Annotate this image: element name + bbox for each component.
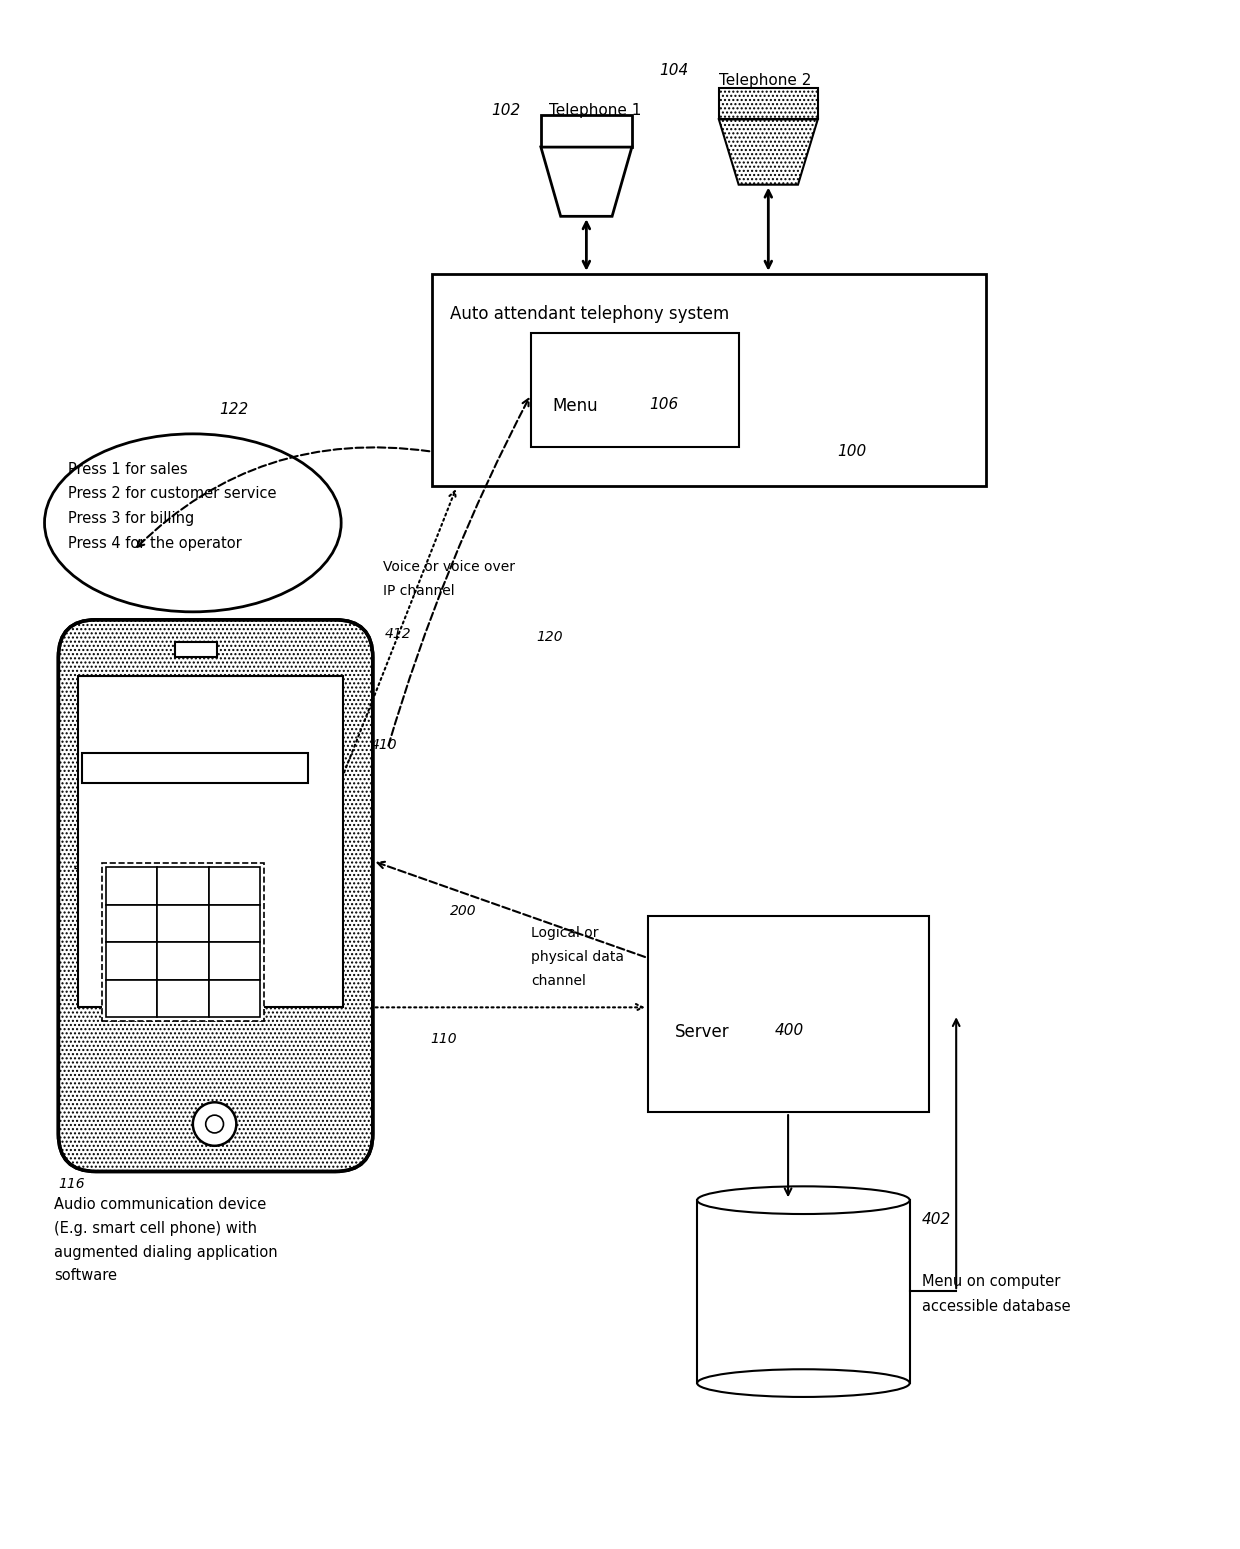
Circle shape — [206, 1115, 223, 1132]
Text: 112: 112 — [197, 699, 224, 713]
FancyBboxPatch shape — [105, 979, 157, 1018]
FancyBboxPatch shape — [647, 917, 930, 1112]
Text: channel: channel — [531, 974, 585, 988]
Polygon shape — [719, 119, 817, 184]
Text: 3: 3 — [229, 884, 239, 898]
Text: (E.g. smart cell phone) with: (E.g. smart cell phone) with — [55, 1221, 258, 1236]
Text: 2: 2 — [179, 884, 187, 898]
FancyBboxPatch shape — [697, 1200, 910, 1383]
Text: Press 4 for the operator: Press 4 for the operator — [88, 827, 247, 841]
Text: 114: 114 — [144, 850, 170, 866]
FancyBboxPatch shape — [157, 942, 208, 979]
Text: 0: 0 — [179, 998, 187, 1011]
FancyBboxPatch shape — [105, 942, 157, 979]
Text: 122: 122 — [219, 403, 249, 417]
Text: Press 2 for customer service: Press 2 for customer service — [68, 486, 277, 502]
Text: Auto attendant telephony system: Auto attendant telephony system — [450, 305, 729, 324]
Text: 410: 410 — [371, 739, 398, 753]
FancyBboxPatch shape — [157, 979, 208, 1018]
FancyBboxPatch shape — [719, 88, 817, 119]
Text: Press 2 for customer service: Press 2 for customer service — [88, 771, 278, 785]
FancyBboxPatch shape — [157, 905, 208, 942]
Text: Menu on computer: Menu on computer — [921, 1275, 1060, 1289]
Text: 400: 400 — [774, 1024, 804, 1038]
FancyBboxPatch shape — [541, 116, 632, 147]
Text: Voice or voice over: Voice or voice over — [383, 561, 515, 575]
FancyBboxPatch shape — [208, 905, 260, 942]
Text: 102: 102 — [491, 102, 521, 118]
FancyBboxPatch shape — [82, 753, 308, 782]
Text: Logical or: Logical or — [531, 926, 599, 940]
Polygon shape — [541, 147, 632, 217]
Text: Menu: Menu — [553, 397, 599, 415]
Text: IP channel: IP channel — [383, 584, 454, 598]
Text: #: # — [228, 998, 241, 1011]
Ellipse shape — [45, 434, 341, 612]
FancyBboxPatch shape — [58, 620, 373, 1171]
Ellipse shape — [697, 1369, 910, 1397]
Text: Telephone 1: Telephone 1 — [549, 102, 641, 118]
FancyBboxPatch shape — [102, 863, 264, 1021]
Text: 110: 110 — [430, 1032, 456, 1046]
Text: 408: 408 — [74, 861, 100, 875]
Text: 4: 4 — [128, 922, 136, 936]
FancyBboxPatch shape — [105, 905, 157, 942]
FancyBboxPatch shape — [157, 867, 208, 905]
FancyBboxPatch shape — [531, 333, 739, 446]
Text: Press 1 for sales: Press 1 for sales — [68, 462, 188, 477]
Text: Press 1 for sales: Press 1 for sales — [88, 731, 196, 744]
Text: 406: 406 — [275, 939, 303, 953]
Text: 402: 402 — [921, 1211, 951, 1227]
FancyBboxPatch shape — [208, 942, 260, 979]
FancyBboxPatch shape — [432, 274, 986, 486]
Text: 7: 7 — [128, 960, 136, 974]
FancyBboxPatch shape — [78, 675, 343, 1007]
FancyBboxPatch shape — [208, 979, 260, 1018]
Text: Audio communication device: Audio communication device — [55, 1197, 267, 1213]
Text: physical data: physical data — [531, 950, 624, 963]
Text: 8: 8 — [179, 960, 187, 974]
Text: 5: 5 — [179, 922, 187, 936]
Text: software: software — [55, 1269, 118, 1284]
Text: 200: 200 — [450, 903, 476, 917]
Text: accessible database: accessible database — [921, 1300, 1070, 1314]
Text: augmented dialing application: augmented dialing application — [55, 1245, 278, 1259]
FancyBboxPatch shape — [105, 867, 157, 905]
FancyBboxPatch shape — [208, 867, 260, 905]
Text: 104: 104 — [660, 64, 688, 77]
Ellipse shape — [697, 1187, 910, 1214]
Text: 116: 116 — [58, 1177, 86, 1191]
Text: 9: 9 — [229, 960, 239, 974]
Text: Press 4 for the operator: Press 4 for the operator — [68, 536, 242, 551]
FancyBboxPatch shape — [175, 641, 217, 657]
Text: 412: 412 — [384, 627, 412, 641]
Text: Press 3 for billing: Press 3 for billing — [88, 801, 203, 813]
Text: 106: 106 — [650, 397, 680, 412]
Text: *: * — [128, 998, 135, 1011]
Circle shape — [193, 1103, 237, 1146]
Text: Press 3 for billing: Press 3 for billing — [68, 511, 195, 527]
Text: 1: 1 — [126, 884, 136, 898]
Text: 120: 120 — [536, 629, 563, 644]
Text: Telephone 2: Telephone 2 — [719, 73, 811, 88]
Text: Server: Server — [676, 1024, 730, 1041]
Text: 100: 100 — [837, 443, 867, 459]
Text: 6: 6 — [229, 922, 239, 936]
